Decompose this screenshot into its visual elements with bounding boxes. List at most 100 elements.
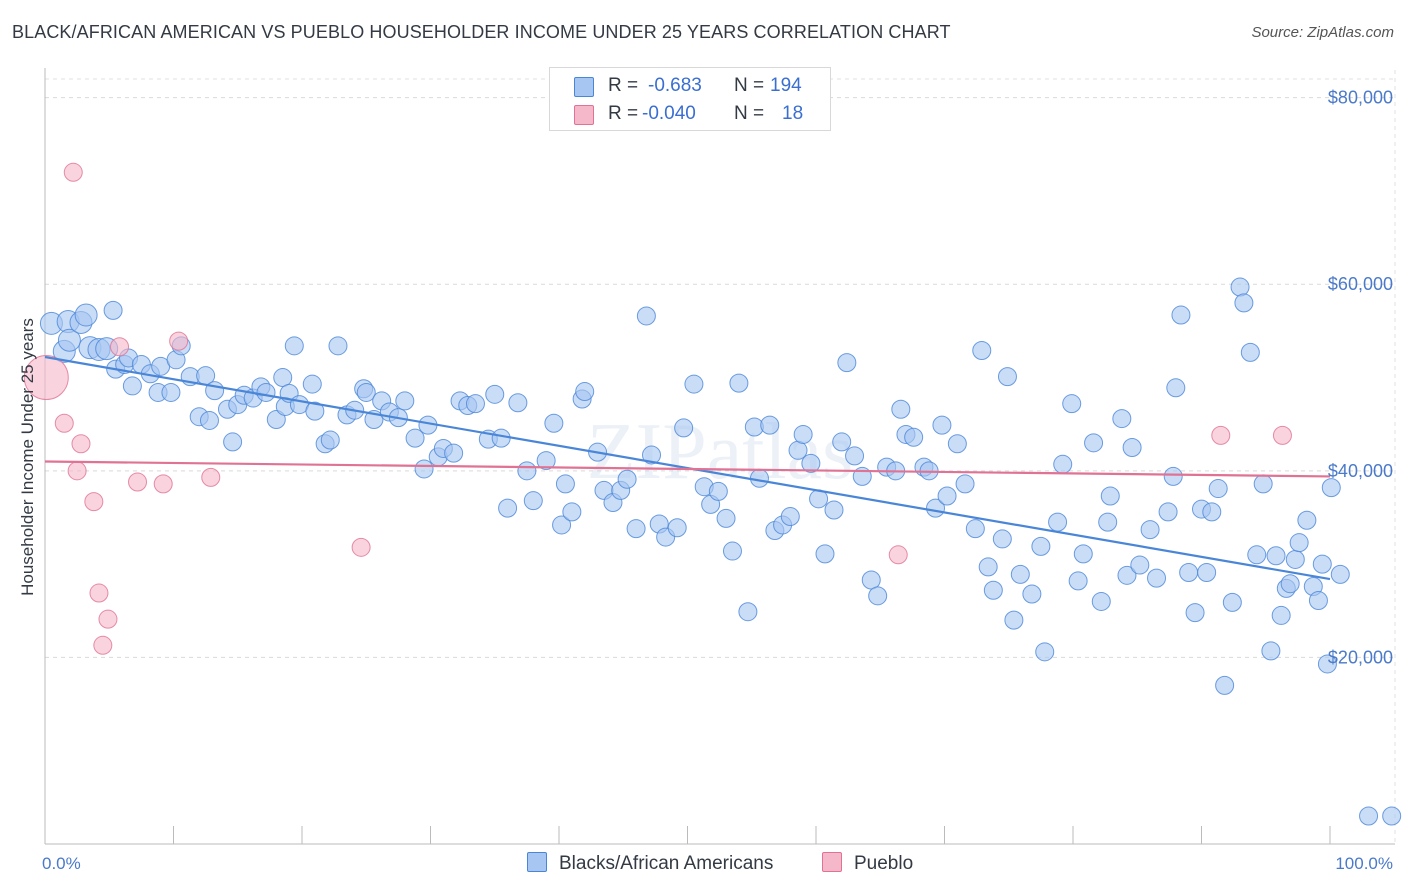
stats-n-value: 18 [782, 103, 804, 124]
legend-label-pueblo: Pueblo [854, 853, 914, 874]
data-point [110, 337, 130, 357]
stats-n-label: N = [734, 75, 765, 96]
data-point [256, 382, 276, 402]
data-point [1271, 605, 1291, 625]
data-point [517, 461, 537, 481]
stats-swatch-blacks [574, 77, 594, 97]
data-point [891, 399, 911, 419]
stats-n-label: N = [734, 103, 765, 124]
y-tick-label: $40,000 [1328, 461, 1393, 481]
legend: Blacks/African Americans Pueblo [0, 852, 1406, 878]
stats-r-value: -0.040 [642, 103, 696, 124]
data-point [552, 515, 572, 535]
legend-item-pueblo[interactable]: Pueblo [822, 852, 913, 878]
data-point [63, 162, 83, 182]
data-point [1266, 546, 1286, 566]
data-point [405, 428, 425, 448]
data-point [617, 469, 637, 489]
data-point [67, 461, 87, 481]
data-point [1359, 806, 1379, 826]
data-point [273, 368, 293, 388]
data-point [1289, 533, 1309, 553]
data-point [544, 413, 564, 433]
data-point [1234, 293, 1254, 313]
data-point [444, 443, 464, 463]
data-point [801, 453, 821, 473]
data-point [1010, 564, 1030, 584]
data-point [508, 393, 528, 413]
data-point [223, 432, 243, 452]
stats-box: R = -0.683 N = 194 R = -0.040 N = 18 [549, 67, 831, 131]
legend-item-blacks[interactable]: Blacks/African Americans [527, 852, 773, 878]
data-point [793, 424, 813, 444]
data-point [845, 446, 865, 466]
data-point [832, 432, 852, 452]
data-point [84, 492, 104, 512]
data-point [1247, 545, 1267, 565]
data-point [1091, 591, 1111, 611]
data-point [1185, 603, 1205, 623]
data-point [983, 580, 1003, 600]
data-point [328, 336, 348, 356]
data-point [1122, 438, 1142, 458]
stats-row-blacks: R = -0.683 N = 194 [550, 72, 830, 100]
legend-swatch-blacks [527, 852, 547, 872]
data-point [523, 491, 543, 511]
data-point [904, 427, 924, 447]
data-point [71, 434, 91, 454]
data-point [1202, 502, 1222, 522]
data-point [128, 472, 148, 492]
data-point [1280, 574, 1300, 594]
data-point [555, 474, 575, 494]
data-point [199, 410, 219, 430]
data-point [74, 303, 98, 327]
stats-swatch-pueblo [574, 105, 594, 125]
data-point [395, 391, 415, 411]
data-point [302, 374, 322, 394]
data-point [667, 518, 687, 538]
data-point [780, 507, 800, 527]
data-point [708, 481, 728, 501]
data-point [536, 451, 556, 471]
data-point [1240, 342, 1260, 362]
data-point [955, 474, 975, 494]
data-point [1297, 510, 1317, 530]
data-point [562, 502, 582, 522]
data-point [1211, 425, 1231, 445]
axes [44, 68, 1395, 845]
y-tick-label: $20,000 [1328, 647, 1393, 667]
data-point [1261, 641, 1281, 661]
data-point [1140, 520, 1160, 540]
data-point [161, 382, 181, 402]
trend-line [44, 460, 1331, 478]
data-point [1253, 474, 1273, 494]
data-point [266, 410, 286, 430]
data-point [978, 557, 998, 577]
data-point [824, 500, 844, 520]
data-point [23, 355, 69, 401]
data-point [320, 430, 340, 450]
data-point [1382, 806, 1402, 826]
y-axis-label: Householder Income Under 25 years [18, 318, 37, 596]
data-point [716, 508, 736, 528]
stats-row-pueblo: R = -0.040 N = 18 [550, 100, 830, 128]
data-point [626, 519, 646, 539]
data-point [722, 541, 742, 561]
data-point [738, 602, 758, 622]
data-point [54, 413, 74, 433]
data-point [684, 374, 704, 394]
data-point [122, 376, 142, 396]
data-point [1004, 610, 1024, 630]
stats-r-label: R = [608, 103, 639, 124]
data-point [1073, 544, 1093, 564]
data-point [284, 336, 304, 356]
data-point [815, 544, 835, 564]
data-point [1230, 277, 1250, 297]
data-point [1062, 394, 1082, 414]
data-point [1130, 555, 1150, 575]
data-point [642, 445, 662, 465]
legend-label-blacks: Blacks/African Americans [559, 853, 774, 874]
y-tick-label: $60,000 [1328, 274, 1393, 294]
data-point [575, 382, 595, 402]
data-point [1166, 378, 1186, 398]
